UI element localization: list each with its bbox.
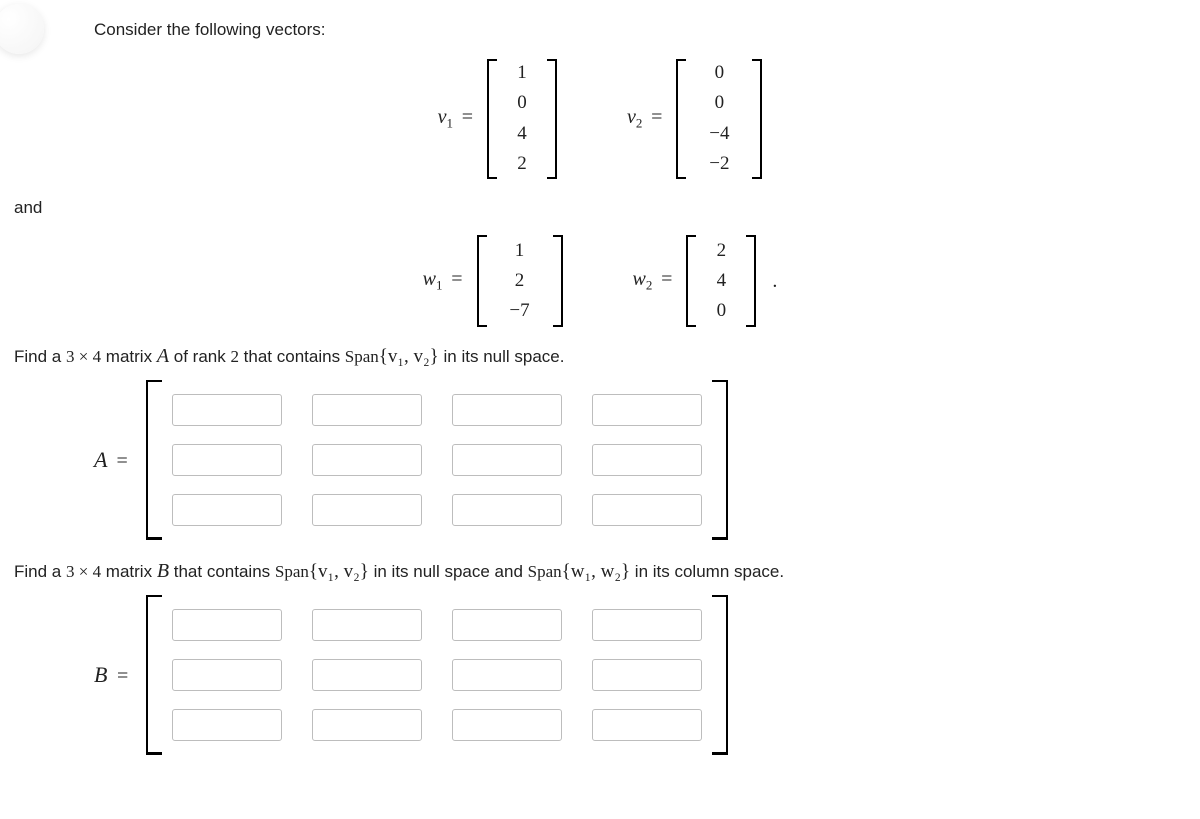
vector-w1: w1 = 1 2 −7 [423,232,563,331]
bracket-right [547,59,557,179]
eq-sign: = [113,665,132,687]
matrix-B-cell-2-0[interactable] [172,709,282,741]
v1-values: 1 0 4 2 [507,54,537,184]
matrix-B-cell-1-2[interactable] [452,659,562,691]
matrix-B-cell-0-3[interactable] [592,609,702,641]
period: . [772,270,777,293]
bracket-right [553,235,563,327]
big-bracket-left [146,380,162,540]
w2-sub: 2 [646,278,653,293]
bracket-right [752,59,762,179]
bracket-left [676,59,686,179]
matrix-A-cell-0-0[interactable] [172,394,282,426]
vectors-v-row: v1 = 1 0 4 2 v2 = 0 0 −4 −2 [14,54,1186,184]
v1-sub: 1 [446,115,453,130]
bracket-right [746,235,756,327]
w2-values: 2 4 0 [706,232,736,331]
matrix-B-cell-2-2[interactable] [452,709,562,741]
A-label: A [94,447,107,472]
big-bracket-right [712,380,728,540]
matrix-B-cell-0-0[interactable] [172,609,282,641]
matrix-B-cell-2-1[interactable] [312,709,422,741]
eq-sign: = [447,268,466,290]
v2-sub: 2 [636,115,643,130]
matrix-B-cell-0-2[interactable] [452,609,562,641]
vector-v2: v2 = 0 0 −4 −2 [627,54,762,184]
matrix-A-cell-0-3[interactable] [592,394,702,426]
v2-values: 0 0 −4 −2 [696,54,742,184]
and-text: and [14,198,1186,218]
vectors-w-row: w1 = 1 2 −7 w2 = 2 4 0 . [14,232,1186,331]
matrix-B-grid [162,595,712,755]
matrix-A-grid [162,380,712,540]
prompt-A: Find a 3 × 4 matrix A of rank 2 that con… [14,345,1186,368]
w1-values: 1 2 −7 [497,232,543,331]
matrix-A-cell-2-3[interactable] [592,494,702,526]
w2-label: w [633,268,646,290]
matrix-B-entry: B = [94,595,1186,755]
matrix-A-cell-1-0[interactable] [172,444,282,476]
eq-sign: = [458,106,477,128]
eq-sign: = [113,450,132,472]
vector-v1: v1 = 1 0 4 2 [438,54,557,184]
intro-text: Consider the following vectors: [94,20,1186,40]
matrix-B-cell-1-1[interactable] [312,659,422,691]
matrix-A-cell-2-0[interactable] [172,494,282,526]
matrix-A-cell-1-1[interactable] [312,444,422,476]
prompt-B: Find a 3 × 4 matrix B that contains Span… [14,560,1186,583]
B-label: B [94,662,107,687]
matrix-B-cell-0-1[interactable] [312,609,422,641]
bracket-left [487,59,497,179]
eq-sign: = [647,106,666,128]
bracket-left [477,235,487,327]
big-bracket-left [146,595,162,755]
avatar-placeholder [0,4,44,54]
v2-label: v [627,106,636,128]
matrix-B-cell-2-3[interactable] [592,709,702,741]
vector-w2: w2 = 2 4 0 . [633,232,778,331]
w1-label: w [423,268,436,290]
matrix-B-cell-1-3[interactable] [592,659,702,691]
w1-sub: 1 [436,278,443,293]
matrix-A-cell-0-2[interactable] [452,394,562,426]
matrix-A-cell-1-2[interactable] [452,444,562,476]
matrix-A-entry: A = [94,380,1186,540]
matrix-A-cell-2-1[interactable] [312,494,422,526]
big-bracket-right [712,595,728,755]
matrix-A-cell-0-1[interactable] [312,394,422,426]
matrix-B-cell-1-0[interactable] [172,659,282,691]
bracket-left [686,235,696,327]
matrix-A-cell-2-2[interactable] [452,494,562,526]
matrix-A-cell-1-3[interactable] [592,444,702,476]
eq-sign: = [657,268,676,290]
